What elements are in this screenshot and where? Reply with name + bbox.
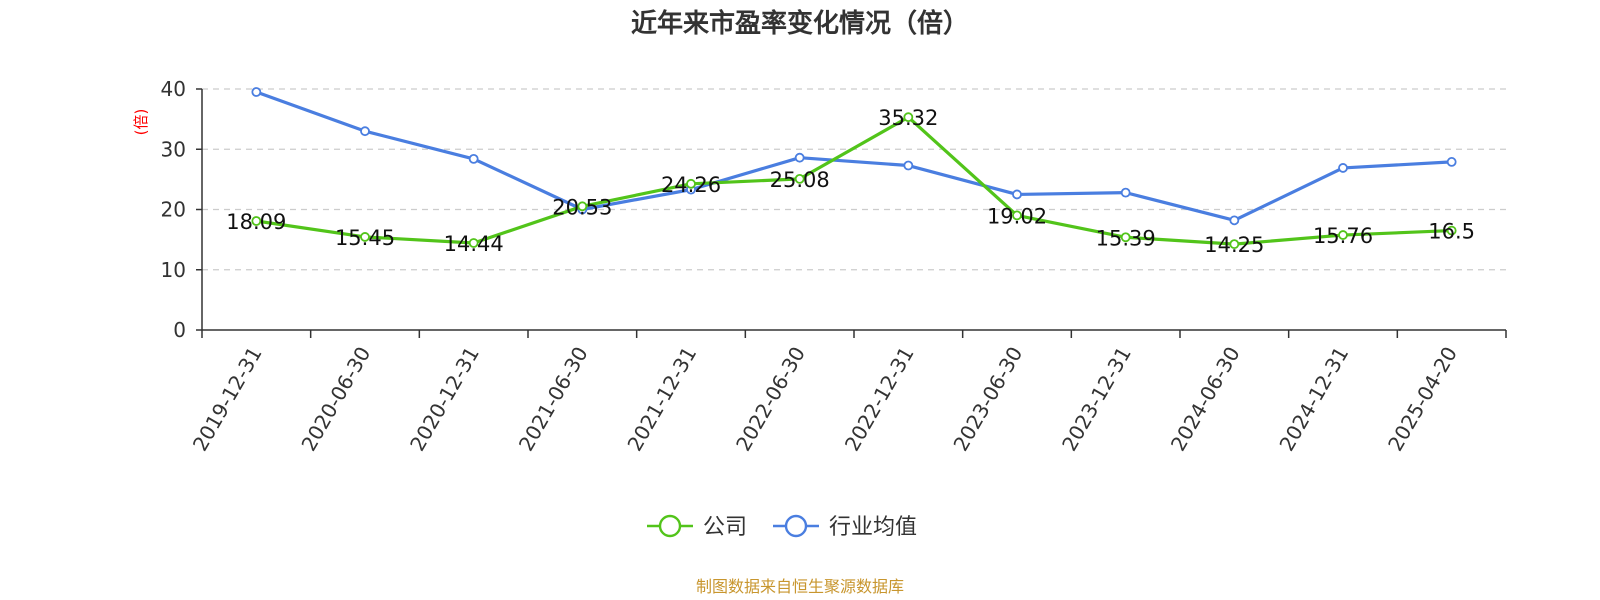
data-label: 16.5 bbox=[1428, 220, 1475, 244]
x-tick-label: 2020-06-30 bbox=[296, 343, 375, 456]
data-label: 25.08 bbox=[770, 168, 830, 192]
x-tick-label: 2023-12-31 bbox=[1057, 343, 1136, 456]
data-point bbox=[360, 232, 370, 242]
data-point bbox=[577, 201, 588, 212]
data-point bbox=[1120, 232, 1131, 243]
grid-lines bbox=[202, 88, 1506, 271]
data-point bbox=[794, 152, 805, 163]
data-point bbox=[360, 126, 370, 137]
y-axis-label: (倍) bbox=[132, 109, 150, 136]
data-label: 14.44 bbox=[444, 232, 504, 256]
data-point bbox=[686, 178, 696, 189]
y-tick-label: 10 bbox=[161, 258, 186, 282]
data-label: 24.26 bbox=[661, 173, 721, 197]
x-tick-label: 2025-04-20 bbox=[1383, 343, 1462, 456]
legend-marker bbox=[784, 514, 808, 538]
data-label: 20.53 bbox=[552, 195, 612, 219]
data-label: 15.39 bbox=[1096, 226, 1156, 250]
data-label: 19.02 bbox=[987, 204, 1047, 228]
y-tick-label: 20 bbox=[161, 198, 186, 222]
y-tick-label: 40 bbox=[161, 77, 186, 101]
x-tick-label: 2022-12-31 bbox=[840, 343, 919, 456]
x-tick-label: 2021-06-30 bbox=[514, 343, 593, 456]
data-label: 35.32 bbox=[878, 106, 938, 130]
legend[interactable]: 公司 行业均值 bbox=[647, 514, 917, 540]
series-line bbox=[255, 90, 1452, 222]
legend-item-company[interactable]: 公司 bbox=[647, 514, 747, 540]
data-point bbox=[251, 216, 262, 226]
series-company bbox=[251, 112, 1457, 250]
data-point bbox=[794, 173, 805, 184]
y-tick-label: 0 bbox=[173, 318, 186, 342]
data-point bbox=[1446, 157, 1457, 167]
x-tick-label: 2021-12-31 bbox=[622, 343, 701, 456]
data-point bbox=[468, 153, 479, 164]
data-point bbox=[1338, 163, 1348, 173]
data-point bbox=[1012, 210, 1022, 221]
x-tick-label: 2020-12-31 bbox=[405, 343, 484, 456]
series-line bbox=[256, 115, 1452, 246]
series-industry-average bbox=[251, 87, 1457, 226]
source-note: 制图数据来自恒生聚源数据库 bbox=[696, 577, 904, 596]
data-point bbox=[1446, 225, 1457, 236]
data-label: 15.76 bbox=[1313, 224, 1373, 248]
data-point bbox=[1229, 215, 1240, 226]
data-point bbox=[903, 160, 914, 171]
data-label: 18.09 bbox=[226, 210, 286, 234]
x-tick-label: 2024-12-31 bbox=[1274, 343, 1353, 456]
data-point bbox=[251, 87, 262, 97]
x-tick-label: 2022-06-30 bbox=[731, 343, 810, 456]
data-point bbox=[1120, 187, 1131, 198]
legend-label: 公司 bbox=[703, 515, 747, 540]
data-point bbox=[468, 238, 479, 248]
chart-title: 近年来市盈率变化情况（倍） bbox=[631, 8, 969, 39]
y-tick-label: 30 bbox=[161, 137, 186, 161]
data-point bbox=[903, 112, 914, 123]
data-point bbox=[1229, 239, 1240, 250]
legend-label: 行业均值 bbox=[829, 515, 917, 540]
x-tick-label: 2023-06-30 bbox=[948, 343, 1027, 456]
data-point bbox=[1338, 230, 1348, 240]
x-tick-label: 2019-12-31 bbox=[188, 343, 267, 456]
data-point bbox=[1012, 189, 1022, 200]
data-labels: 18.09 15.45 14.44 20.53 24.26 25.08 35.32 19.02… bbox=[226, 106, 1475, 257]
data-label: 15.45 bbox=[335, 226, 395, 250]
data-label: 14.25 bbox=[1204, 233, 1264, 257]
series-layer bbox=[251, 87, 1457, 250]
x-tick-label: 2024-06-30 bbox=[1166, 343, 1245, 456]
legend-item-industry-average[interactable]: 行业均值 bbox=[773, 514, 917, 540]
legend-marker bbox=[658, 514, 682, 538]
